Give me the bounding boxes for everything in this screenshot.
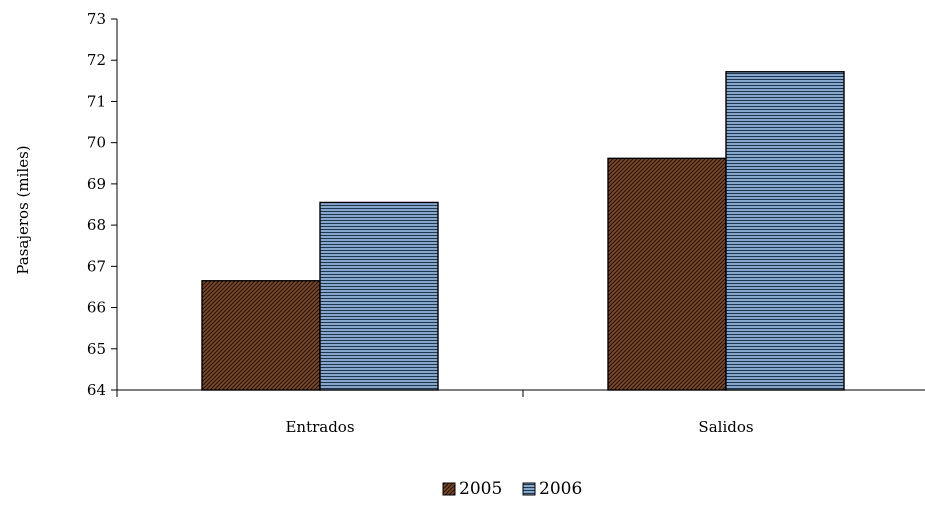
- bar-salidos-2005: [607, 157, 727, 391]
- y-tick-label: 69: [87, 175, 106, 193]
- category-labels: Entrados Salidos: [285, 418, 753, 436]
- y-tick-label: 72: [87, 51, 106, 69]
- legend-label-2006: 2006: [539, 479, 582, 499]
- bar-entrados-2005: [201, 280, 321, 391]
- x-tick-label: Salidos: [698, 418, 753, 436]
- x-tick-label: Entrados: [285, 418, 354, 436]
- y-axis: 64 65 66 67 68 69 70 71 72 73: [87, 10, 117, 399]
- y-tick-label: 70: [87, 134, 106, 152]
- bar-entrados-2006: [319, 201, 439, 391]
- legend-swatch-2005: [442, 482, 456, 496]
- y-tick-label: 73: [87, 10, 106, 28]
- y-tick-label: 67: [87, 257, 106, 275]
- legend-swatch-2006: [522, 482, 536, 496]
- y-axis-title: Pasajeros (miles): [14, 145, 32, 274]
- legend-label-2005: 2005: [459, 479, 502, 499]
- legend: 2005 2006: [442, 479, 582, 499]
- bars: [201, 71, 845, 391]
- axes: [116, 19, 925, 397]
- y-tick-label: 65: [87, 340, 106, 358]
- y-tick-label: 71: [87, 92, 106, 110]
- bar-salidos-2006: [725, 71, 845, 391]
- y-tick-label: 66: [87, 299, 106, 317]
- y-tick-label: 64: [87, 381, 106, 399]
- y-tick-label: 68: [87, 216, 106, 234]
